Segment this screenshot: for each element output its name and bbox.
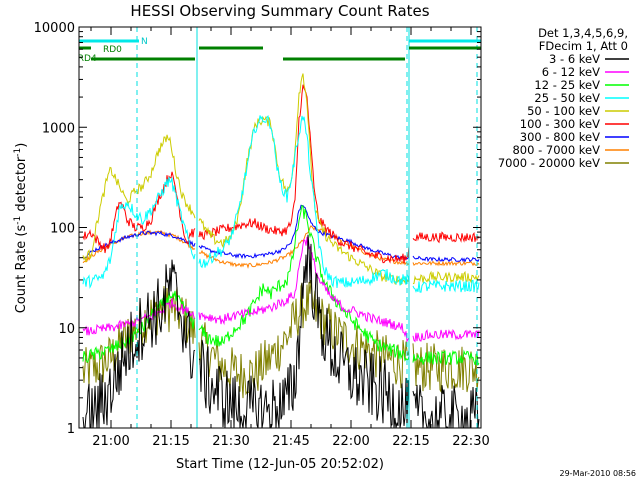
- legend-entry-6: 100 - 300 keV: [520, 117, 600, 131]
- legend-entry-2: 6 - 12 keV: [542, 65, 600, 79]
- x-tick-label-2: 21:15: [152, 434, 189, 449]
- y-axis-label: Count Rate (s-1 detector-1): [13, 143, 29, 314]
- legend-entry-1: 3 - 6 keV: [549, 52, 600, 66]
- rd0-label: RD0: [103, 45, 122, 55]
- legend-entry-8: 800 - 7000 keV: [512, 143, 600, 157]
- legend-entry-5: 50 - 100 keV: [527, 104, 600, 118]
- x-tick-label-7: 22:30: [452, 434, 489, 449]
- series-line-4: [82, 114, 480, 293]
- y-tick-label-5: 10000: [34, 21, 75, 36]
- y-axis-label-sup1: -1: [13, 216, 23, 225]
- plot-contents: [79, 27, 481, 428]
- x-tick-label-1: 21:00: [92, 434, 129, 449]
- series-line-6: [82, 84, 480, 264]
- y-axis-label-end: ): [14, 143, 29, 148]
- x-tick-label-4: 21:45: [272, 434, 309, 449]
- axes: 21:00 21:15 21:30 21:45 22:00 22:15 22:30 1 10 10…: [34, 21, 490, 449]
- legend-header-1: Det 1,3,4,5,6,9,: [538, 26, 628, 40]
- series-line-5: [82, 73, 480, 285]
- legend-header-2: FDecim 1, Att 0: [539, 39, 628, 53]
- legend-entry-3: 12 - 25 keV: [534, 78, 600, 92]
- x-tick-label-6: 22:15: [392, 434, 429, 449]
- series-line-2: [82, 236, 480, 343]
- x-tick-label-3: 21:30: [212, 434, 249, 449]
- y-tick-label-3: 100: [50, 222, 75, 237]
- series-line-1: [82, 234, 480, 428]
- rd4-label: RD4: [78, 54, 97, 64]
- y-axis-label-mid: detector: [14, 156, 29, 216]
- chart-title: HESSI Observing Summary Count Rates: [130, 2, 429, 20]
- footer-timestamp: 29-Mar-2010 08:56: [560, 469, 637, 478]
- legend-entry-7: 300 - 800 keV: [520, 130, 600, 144]
- y-axis-label-main: Count Rate (s: [14, 225, 29, 314]
- y-tick-label-1: 1: [67, 422, 75, 437]
- night-label: N: [141, 37, 148, 47]
- plot-area: N RD0 RD4: [78, 27, 481, 428]
- x-axis-label: Start Time (12-Jun-05 20:52:02): [176, 457, 384, 472]
- legend: Det 1,3,4,5,6,9,FDecim 1, Att 03 - 6 keV…: [498, 26, 629, 170]
- x-tick-label-5: 22:00: [332, 434, 369, 449]
- y-tick-label-2: 10: [58, 322, 75, 337]
- y-tick-label-4: 1000: [42, 121, 75, 136]
- y-axis-label-sup2: -1: [13, 148, 23, 157]
- legend-entry-4: 25 - 50 keV: [534, 91, 600, 105]
- legend-entry-9: 7000 - 20000 keV: [498, 156, 600, 170]
